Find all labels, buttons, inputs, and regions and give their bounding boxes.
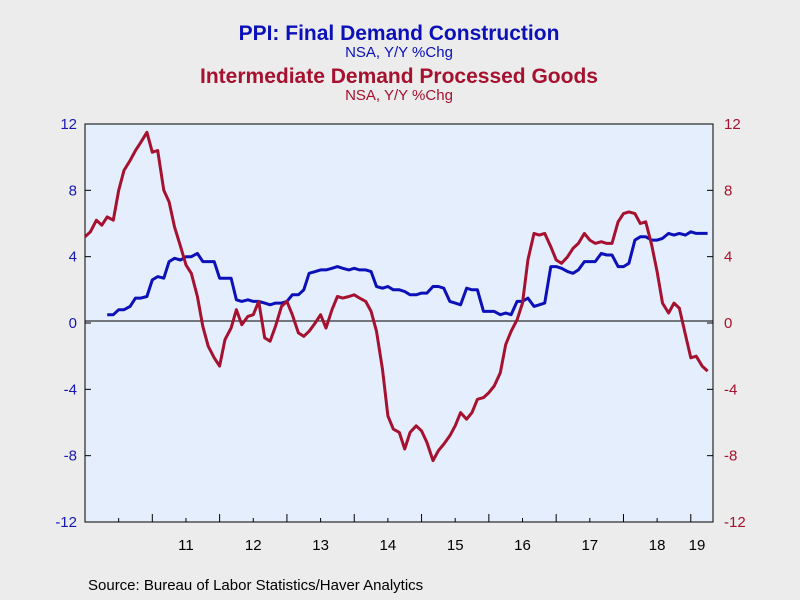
x-tick-label: 12 <box>245 537 262 554</box>
x-tick-label: 17 <box>581 537 598 554</box>
chart-title: PPI: Final Demand Construction <box>239 22 560 45</box>
x-tick-label: 16 <box>514 537 531 554</box>
y-tick-label-left: -4 <box>64 381 77 398</box>
y-tick-label-left: 8 <box>69 182 77 199</box>
x-tick-label: 11 <box>178 537 194 554</box>
series-line-construction <box>107 230 708 317</box>
plot-area <box>84 123 714 523</box>
y-tick-label-left: 4 <box>69 249 77 266</box>
y-tick-label-right: 8 <box>724 182 732 199</box>
y-tick-label-right: -12 <box>724 514 746 531</box>
y-tick-label-right: 0 <box>724 315 732 332</box>
y-tick-label-left: 12 <box>60 116 77 133</box>
y-tick-label-right: -4 <box>724 381 737 398</box>
x-tick-label: 19 <box>689 537 706 554</box>
y-tick-label-left: 0 <box>69 315 77 332</box>
series-line-processed-goods <box>83 130 709 463</box>
chart-title-2: Intermediate Demand Processed Goods <box>200 65 598 88</box>
x-tick-label: 18 <box>649 537 666 554</box>
y-tick-label-right: 4 <box>724 249 732 266</box>
y-tick-label-left: -8 <box>64 448 77 465</box>
x-tick-label: 14 <box>380 537 397 554</box>
chart-subtitle-2: NSA, Y/Y %Chg <box>345 87 453 104</box>
y-axis-left: 12 8 4 0 -4 -8 -12 <box>55 116 91 531</box>
series-layer <box>83 130 709 463</box>
y-tick-label-right: 12 <box>724 116 741 133</box>
x-tick-label: 13 <box>312 537 329 554</box>
x-tick-label: 15 <box>447 537 464 554</box>
y-axis-right: 12 8 4 0 -4 -8 -12 <box>707 116 746 531</box>
source-note: Source: Bureau of Labor Statistics/Haver… <box>88 577 423 594</box>
chart-subtitle: NSA, Y/Y %Chg <box>345 44 453 61</box>
y-tick-label-right: -8 <box>724 448 737 465</box>
x-axis: 11 12 13 14 15 16 17 18 19 <box>118 514 706 554</box>
y-tick-label-left: -12 <box>55 514 77 531</box>
